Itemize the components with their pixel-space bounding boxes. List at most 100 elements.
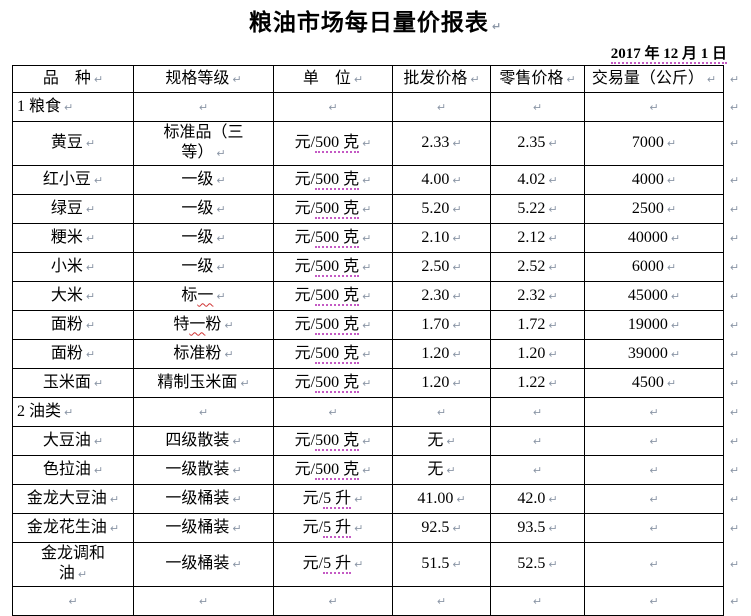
cell-mark-icon: ↵ bbox=[232, 72, 242, 86]
table-cell: 元/5 升 ↵ bbox=[273, 513, 393, 543]
cell-mark-icon: ↵ bbox=[548, 260, 558, 274]
cell-mark-icon: ↵ bbox=[729, 347, 740, 361]
cell-mark-icon: ↵ bbox=[216, 289, 226, 303]
column-header-retail-price: 零售价格 ↵ bbox=[490, 65, 585, 93]
cell-mark-icon: ↵ bbox=[729, 521, 740, 535]
cell-mark-icon: ↵ bbox=[362, 202, 372, 216]
end-of-row-mark-icon: ↵ bbox=[724, 122, 746, 166]
cell-mark-icon: ↵ bbox=[670, 289, 681, 303]
table-cell: 2.30 ↵ bbox=[392, 281, 491, 311]
table-cell: 42.0 ↵ bbox=[490, 484, 585, 514]
cell-mark-icon: ↵ bbox=[548, 492, 558, 506]
cell-mark-icon: ↵ bbox=[216, 202, 226, 216]
cell-mark-icon: ↵ bbox=[354, 492, 364, 506]
table-cell: ↵ bbox=[584, 455, 724, 485]
table-cell: ↵ bbox=[584, 426, 724, 456]
table-cell: 7000 ↵ bbox=[584, 121, 724, 166]
table-cell: 1.20 ↵ bbox=[490, 339, 585, 369]
cell-mark-icon: ↵ bbox=[85, 318, 96, 332]
table-row: 金龙调和 油 ↵ 一级桶装 ↵ 元/5 升 ↵ 51.5 ↵ 52.5 ↵ ↵ ↵ bbox=[12, 542, 746, 587]
table-cell: 大豆油 ↵ bbox=[12, 426, 134, 456]
table-cell: ↵ bbox=[490, 92, 585, 122]
table-row: 金龙花生油 ↵ 一级桶装 ↵ 元/5 升 ↵ 92.5 ↵ 93.5 ↵ ↵ ↵ bbox=[12, 513, 746, 543]
cell-mark-icon: ↵ bbox=[666, 173, 677, 187]
table-cell: 一级 ↵ bbox=[133, 252, 274, 282]
table-row: ↵ ↵ ↵ ↵ ↵ ↵ ↵ bbox=[12, 586, 746, 616]
end-of-row-mark-icon: ↵ bbox=[724, 166, 746, 195]
cell-mark-icon: ↵ bbox=[93, 376, 104, 390]
table-cell: 金龙花生油 ↵ bbox=[12, 513, 134, 543]
cell-mark-icon: ↵ bbox=[532, 405, 543, 419]
cell-mark-icon: ↵ bbox=[85, 260, 96, 274]
table-cell: 2.32 ↵ bbox=[490, 281, 585, 311]
table-cell: 93.5 ↵ bbox=[490, 513, 585, 543]
cell-mark-icon: ↵ bbox=[548, 347, 558, 361]
cell-mark-icon: ↵ bbox=[470, 72, 480, 86]
section-row: 1 粮食 ↵ ↵ ↵ ↵ ↵ ↵ ↵ bbox=[12, 92, 746, 122]
table-cell: 2.35 ↵ bbox=[490, 121, 585, 166]
cell-mark-icon: ↵ bbox=[109, 492, 120, 506]
table-cell: 元/500 克 ↵ bbox=[273, 194, 393, 224]
cell-mark-icon: ↵ bbox=[198, 405, 209, 419]
table-row: 大豆油 ↵ 四级散装 ↵ 元/500 克 ↵ 无 ↵ ↵ ↵ ↵ bbox=[12, 426, 746, 456]
cell-mark-icon: ↵ bbox=[328, 100, 338, 114]
table-cell: 5.20 ↵ bbox=[392, 194, 491, 224]
cell-mark-icon: ↵ bbox=[328, 405, 338, 419]
table-row: 粳米 ↵ 一级 ↵ 元/500 克 ↵ 2.10 ↵ 2.12 ↵ 40000 ↵ ↵ bbox=[12, 223, 746, 253]
end-of-row-mark-icon: ↵ bbox=[724, 398, 746, 427]
cell-mark-icon: ↵ bbox=[64, 100, 74, 114]
table-cell: 1.22 ↵ bbox=[490, 368, 585, 398]
cell-mark-icon: ↵ bbox=[666, 202, 677, 216]
cell-mark-icon: ↵ bbox=[216, 231, 226, 245]
cell-mark-icon: ↵ bbox=[354, 521, 364, 535]
end-of-row-mark-icon: ↵ bbox=[724, 340, 746, 369]
table-cell: ↵ bbox=[392, 92, 491, 122]
cell-mark-icon: ↵ bbox=[706, 72, 717, 86]
cell-mark-icon: ↵ bbox=[729, 463, 740, 477]
cell-mark-icon: ↵ bbox=[452, 521, 462, 535]
end-of-row-mark-icon: ↵ bbox=[724, 369, 746, 398]
page-title-text: 粮油市场每日量价报表 bbox=[248, 10, 489, 35]
table-cell: 元/500 克 ↵ bbox=[273, 281, 393, 311]
cell-mark-icon: ↵ bbox=[729, 558, 740, 571]
section-row: 2 油类 ↵ ↵ ↵ ↵ ↵ ↵ ↵ bbox=[12, 397, 746, 427]
cell-mark-icon: ↵ bbox=[548, 376, 558, 390]
cell-mark-icon: ↵ bbox=[64, 405, 74, 419]
cell-mark-icon: ↵ bbox=[548, 558, 558, 571]
table-cell: ↵ bbox=[273, 92, 393, 122]
column-header-unit: 单 位 ↵ bbox=[273, 65, 393, 93]
table-cell: 玉米面 ↵ bbox=[12, 368, 134, 398]
table-row: 面粉 ↵ 标准粉 ↵ 元/500 克 ↵ 1.20 ↵ 1.20 ↵ 39000 ↵ ↵ bbox=[12, 339, 746, 369]
cell-mark-icon: ↵ bbox=[452, 318, 462, 332]
cell-mark-icon: ↵ bbox=[548, 137, 558, 150]
cell-mark-icon: ↵ bbox=[362, 137, 372, 150]
cell-mark-icon: ↵ bbox=[362, 463, 372, 477]
cell-mark-icon: ↵ bbox=[452, 376, 462, 390]
end-of-row-mark-icon: ↵ bbox=[724, 253, 746, 282]
table-cell: ↵ bbox=[392, 586, 491, 616]
table-cell: 无 ↵ bbox=[392, 455, 491, 485]
cell-mark-icon: ↵ bbox=[532, 434, 543, 448]
table-cell: 1.20 ↵ bbox=[392, 339, 491, 369]
table-cell: 2.52 ↵ bbox=[490, 252, 585, 282]
table-cell: 2 油类 ↵ bbox=[12, 397, 134, 427]
end-of-row-mark-icon: ↵ bbox=[729, 72, 740, 86]
cell-mark-icon: ↵ bbox=[452, 558, 462, 571]
report-date-text: 2017 年 12 月 1 日 bbox=[610, 46, 727, 64]
end-of-row-mark-icon: ↵ bbox=[724, 195, 746, 224]
cell-mark-icon: ↵ bbox=[666, 376, 677, 390]
cell-mark-icon: ↵ bbox=[548, 231, 558, 245]
table-cell: 金龙大豆油 ↵ bbox=[12, 484, 134, 514]
table-cell: 52.5 ↵ bbox=[490, 542, 585, 587]
cell-mark-icon: ↵ bbox=[224, 318, 234, 332]
table-cell: 标一 ↵ bbox=[133, 281, 274, 311]
cell-mark-icon: ↵ bbox=[452, 289, 462, 303]
cell-mark-icon: ↵ bbox=[649, 463, 659, 477]
cell-mark-icon: ↵ bbox=[532, 463, 543, 477]
cell-mark-icon: ↵ bbox=[649, 434, 659, 448]
cell-mark-icon: ↵ bbox=[362, 231, 372, 245]
table-cell: ↵ bbox=[273, 586, 393, 616]
end-of-row-mark-icon: ↵ bbox=[724, 485, 746, 514]
table-cell: 精制玉米面 ↵ bbox=[133, 368, 274, 398]
cell-mark-icon: ↵ bbox=[216, 173, 226, 187]
